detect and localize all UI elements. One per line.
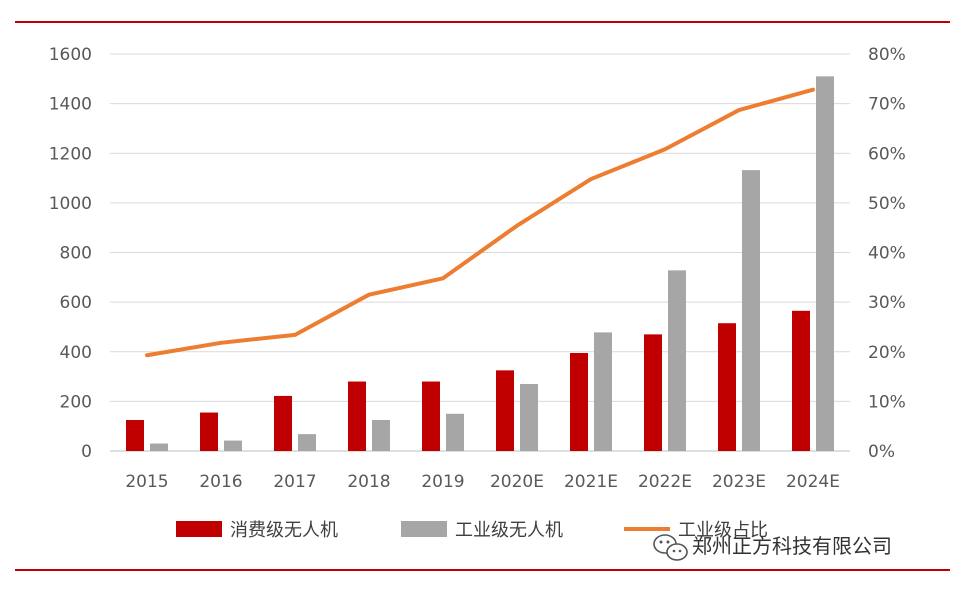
- bottom-rule: [15, 569, 950, 571]
- bar-industrial: [150, 443, 168, 451]
- share-line: [145, 87, 815, 358]
- bar-industrial: [224, 440, 242, 451]
- right-axis: 0% 10% 20% 30% 40% 50% 60% 70% 80%: [868, 45, 906, 462]
- bar-consumer: [126, 419, 144, 451]
- x-axis: 2015 2016 2017 2018 2019 2020E 2021E 2022E 2023E…: [125, 472, 840, 492]
- left-tick-label: 1400: [49, 95, 92, 115]
- right-tick-label: 70%: [868, 95, 906, 115]
- legend-swatch-industrial: [401, 521, 447, 537]
- bar-consumer: [496, 370, 514, 451]
- share-line-layer: [145, 87, 815, 358]
- x-tick-label: 2023E: [712, 472, 766, 492]
- right-tick-label: 80%: [868, 45, 906, 65]
- left-tick-label: 1600: [49, 45, 92, 65]
- x-tick-label: 2016: [199, 472, 242, 492]
- bar-consumer: [570, 352, 588, 451]
- bar-consumer: [348, 381, 366, 451]
- bar-consumer: [274, 395, 292, 451]
- bar-industrial: [742, 170, 760, 451]
- left-tick-label: 1200: [49, 144, 92, 164]
- bar-industrial: [816, 76, 834, 452]
- bar-industrial: [298, 434, 316, 451]
- left-tick-label: 200: [60, 392, 92, 412]
- left-tick-label: 0: [81, 442, 92, 462]
- right-tick-label: 0%: [868, 442, 895, 462]
- legend-label-industrial: 工业级无人机: [455, 520, 563, 541]
- bar-industrial: [446, 413, 464, 451]
- x-tick-label: 2020E: [490, 472, 544, 492]
- legend: 消费级无人机 工业级无人机 工业级占比: [176, 520, 768, 541]
- bar-industrial: [668, 270, 686, 451]
- x-tick-label: 2021E: [564, 472, 618, 492]
- left-tick-label: 600: [60, 293, 92, 313]
- x-tick-label: 2018: [347, 472, 390, 492]
- right-tick-label: 60%: [868, 144, 906, 164]
- x-tick-label: 2022E: [638, 472, 692, 492]
- bar-consumer: [644, 334, 662, 451]
- left-tick-label: 1000: [49, 194, 92, 214]
- legend-label-share: 工业级占比: [678, 520, 768, 541]
- left-tick-label: 800: [60, 244, 92, 264]
- right-tick-label: 30%: [868, 293, 906, 313]
- bar-consumer: [422, 381, 440, 451]
- bar-industrial: [594, 332, 612, 451]
- right-tick-label: 40%: [868, 244, 906, 264]
- left-tick-label: 400: [60, 343, 92, 363]
- x-tick-label: 2024E: [786, 472, 840, 492]
- x-tick-label: 2015: [125, 472, 168, 492]
- legend-label-consumer: 消费级无人机: [230, 520, 338, 541]
- x-tick-label: 2019: [421, 472, 464, 492]
- legend-swatch-consumer: [176, 521, 222, 537]
- right-tick-label: 20%: [868, 343, 906, 363]
- right-tick-label: 50%: [868, 194, 906, 214]
- bar-consumer: [200, 412, 218, 451]
- watermark-text: 郑州正方科技有限公司: [692, 534, 892, 558]
- left-axis: 0 200 400 600 800 1000 1200 1400 1600: [49, 45, 92, 462]
- bar-industrial: [372, 419, 390, 451]
- top-rule: [15, 21, 950, 23]
- right-tick-label: 10%: [868, 392, 906, 412]
- bar-consumer: [718, 323, 736, 451]
- bars: [126, 76, 834, 452]
- x-tick-label: 2017: [273, 472, 316, 492]
- bar-industrial: [520, 384, 538, 451]
- wechat-icon: [653, 534, 688, 561]
- bar-consumer: [792, 310, 810, 451]
- watermark: 郑州正方科技有限公司: [653, 534, 892, 561]
